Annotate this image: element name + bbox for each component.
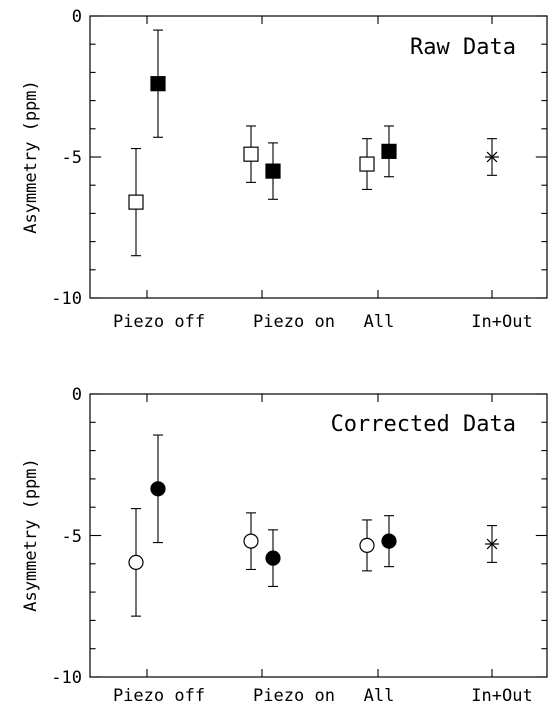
data-point-open-circle <box>243 533 259 549</box>
y-tick-label: 0 <box>72 385 82 405</box>
y-tick-label: -10 <box>51 289 82 309</box>
x-tick-label: In+Out <box>471 686 532 706</box>
y-tick-label: -5 <box>62 148 82 168</box>
data-point-open-square <box>243 146 259 162</box>
data-point-filled-square <box>150 76 166 92</box>
data-marks <box>90 393 547 678</box>
data-marks <box>90 15 547 299</box>
data-point-open-circle <box>128 554 144 570</box>
panel-title: Corrected Data <box>331 412 516 437</box>
star-stroke <box>486 151 498 163</box>
y-tick-label: 0 <box>72 7 82 27</box>
y-tick-label: -5 <box>62 527 82 547</box>
x-tick-label: Piezo off <box>113 312 205 332</box>
data-point-star <box>485 151 499 163</box>
panel-raw-data: Raw Data Asymmetry (ppm) 0 -5 -10 Piezo … <box>21 7 548 332</box>
x-tick-label: Piezo on <box>253 312 335 332</box>
data-point-open-circle <box>359 537 375 554</box>
x-tick-label: Piezo off <box>113 686 205 706</box>
data-point-filled-square <box>265 163 281 179</box>
data-point-filled-circle <box>265 550 281 566</box>
data-point-filled-circle <box>150 481 166 497</box>
x-tick-label: All <box>364 686 395 706</box>
y-axis-label: Asymmetry (ppm) <box>21 458 41 612</box>
data-point-open-square <box>128 194 144 210</box>
y-axis-label: Asymmetry (ppm) <box>21 80 41 234</box>
data-point-star <box>485 538 499 550</box>
data-point-open-square <box>359 156 375 172</box>
panel-corrected-data: Corrected Data Asymmetry (ppm) 0 -5 -10 … <box>21 385 548 706</box>
x-tick-label: In+Out <box>471 312 532 332</box>
data-point-filled-square <box>381 143 397 159</box>
panel-title: Raw Data <box>410 35 516 60</box>
x-tick-label: Piezo on <box>253 686 335 706</box>
data-point-filled-circle <box>381 533 397 549</box>
x-tick-label: All <box>364 312 395 332</box>
y-tick-label: -10 <box>51 668 82 688</box>
star-stroke <box>486 538 498 550</box>
